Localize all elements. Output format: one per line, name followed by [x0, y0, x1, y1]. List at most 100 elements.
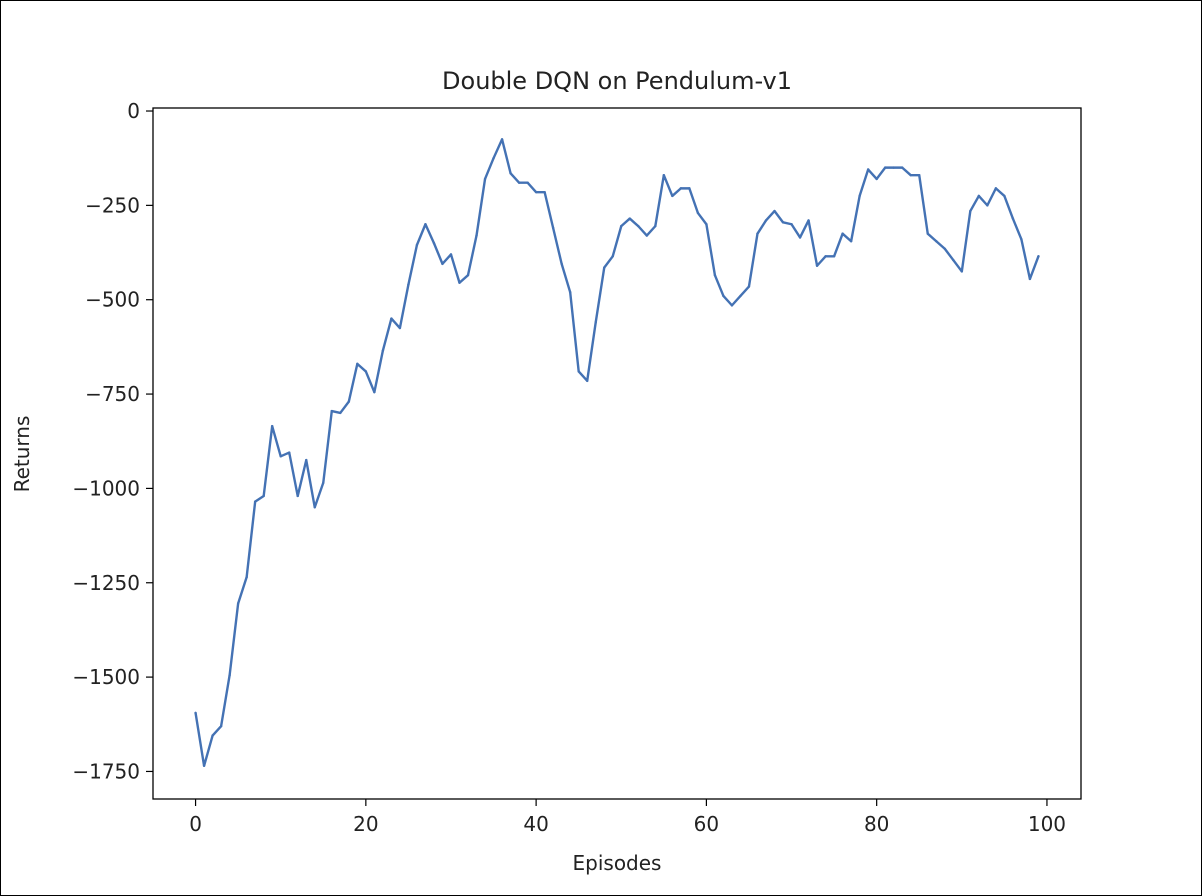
data-point: [858, 194, 861, 198]
data-point: [739, 294, 742, 298]
data-point: [390, 317, 393, 320]
data-point: [560, 262, 563, 266]
data-point: [781, 221, 785, 224]
x-tick-label: 0: [189, 812, 202, 836]
y-tick-label: −1250: [72, 571, 140, 595]
data-point: [756, 232, 759, 235]
data-point: [679, 187, 683, 190]
data-point: [466, 273, 470, 277]
data-point: [517, 181, 521, 184]
data-point: [730, 304, 734, 307]
data-point: [994, 187, 998, 190]
data-point: [603, 266, 606, 269]
y-tick-label: 0: [127, 99, 140, 123]
data-point: [364, 370, 368, 373]
data-point: [432, 241, 436, 245]
data-point: [977, 194, 981, 198]
data-point: [586, 379, 589, 383]
data-point: [424, 223, 427, 226]
data-point: [228, 674, 231, 677]
data-point: [918, 173, 921, 177]
data-point: [662, 173, 666, 177]
data-point: [211, 734, 214, 737]
data-point: [986, 204, 989, 207]
data-point: [952, 258, 955, 262]
data-point: [526, 181, 529, 184]
data-point: [696, 211, 700, 215]
data-point: [236, 602, 240, 605]
data-point: [568, 290, 572, 294]
y-tick-label: −500: [85, 288, 140, 312]
data-point: [849, 240, 853, 243]
data-point: [202, 764, 206, 767]
y-tick-label: −1500: [72, 665, 140, 689]
data-point: [449, 253, 453, 256]
data-point: [330, 409, 333, 413]
data-point: [875, 177, 878, 181]
data-point: [245, 575, 248, 579]
data-point: [747, 285, 751, 288]
data-point: [654, 224, 657, 228]
data-point: [722, 294, 725, 298]
data-point: [1011, 217, 1015, 220]
data-point: [534, 190, 538, 194]
data-point: [688, 187, 691, 190]
x-axis-ticks: 0 20 40 60 80 100: [189, 799, 1066, 836]
data-point: [305, 458, 308, 462]
data-point: [492, 156, 495, 160]
data-point: [960, 270, 964, 273]
data-point: [901, 166, 904, 169]
data-point: [475, 234, 478, 237]
data-point: [909, 173, 912, 177]
data-point: [1020, 238, 1023, 241]
data-point: [1037, 255, 1040, 258]
data-point: [645, 234, 648, 237]
data-point: [194, 711, 197, 715]
data-point: [381, 349, 385, 352]
data-point: [509, 172, 512, 175]
data-point: [1003, 194, 1006, 198]
data-point: [620, 224, 623, 228]
x-tick-label: 60: [694, 812, 719, 836]
data-point: [543, 190, 546, 194]
data-point: [339, 411, 342, 415]
data-point: [790, 223, 793, 226]
data-point: [415, 243, 419, 247]
data-point: [322, 481, 325, 484]
y-tick-label: −1000: [72, 476, 140, 500]
data-point: [313, 506, 316, 509]
y-axis-label: Returns: [10, 416, 34, 493]
data-point: [219, 724, 223, 728]
data-point: [373, 390, 376, 394]
data-point: [594, 321, 597, 324]
data-point: [407, 283, 410, 286]
data-point: [441, 262, 444, 266]
data-point: [883, 166, 887, 169]
data-point: [807, 219, 810, 222]
chart-title: Double DQN on Pendulum-v1: [442, 67, 792, 95]
data-point: [279, 455, 282, 458]
data-point: [628, 217, 631, 220]
data-point: [969, 209, 972, 213]
data-point: [798, 236, 802, 239]
data-point: [866, 168, 870, 171]
data-point: [347, 400, 351, 403]
x-tick-label: 80: [864, 812, 889, 836]
data-point: [713, 273, 717, 277]
data-point: [841, 232, 844, 235]
data-point: [773, 209, 776, 213]
data-point: [671, 194, 674, 198]
data-point: [815, 264, 819, 267]
returns-series-line: [194, 138, 1040, 767]
data-point: [824, 255, 827, 258]
data-point: [637, 224, 640, 228]
x-tick-label: 40: [523, 812, 548, 836]
data-point: [253, 500, 257, 503]
data-point: [262, 494, 265, 498]
x-tick-label: 100: [1028, 812, 1066, 836]
data-point: [551, 226, 555, 230]
plot-area-frame: [152, 107, 1082, 800]
data-point: [398, 326, 402, 330]
data-point: [577, 370, 580, 373]
